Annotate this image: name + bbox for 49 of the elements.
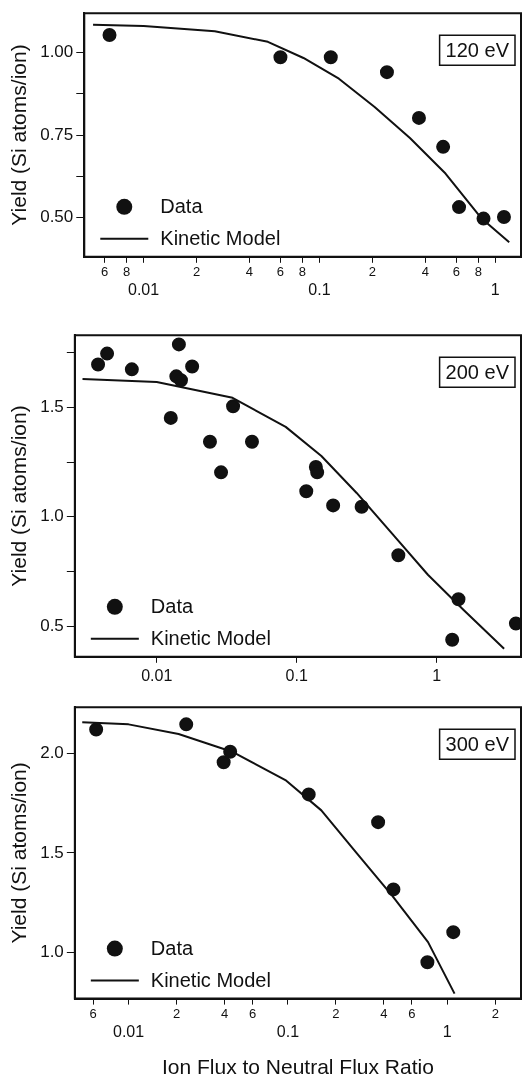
text: 6 <box>89 1005 97 1021</box>
y-tick-label: 0.5 <box>40 615 64 635</box>
y-tick-label: 1.00 <box>40 42 74 62</box>
legend-label: Data <box>160 195 204 218</box>
text: 6 <box>276 263 285 279</box>
y-tick-label: 1.5 <box>40 397 64 417</box>
text: 6 <box>452 263 460 279</box>
text: 6 <box>408 1005 416 1021</box>
y-axis-title: Yield (Si atoms/ion) <box>7 405 31 587</box>
x-tick-label: 0.01 <box>141 666 173 684</box>
text: 8 <box>474 263 482 279</box>
y-tick-label: 2.0 <box>40 742 64 762</box>
text: 2 <box>172 1005 181 1021</box>
text: 4 <box>380 1005 388 1021</box>
y-tick-label: 1.0 <box>40 506 64 526</box>
text: 4 <box>421 263 429 279</box>
annotation: 200 eV <box>445 360 510 383</box>
y-axis-title: Yield (Si atoms/ion) <box>7 762 31 944</box>
x-tick-label: 0.01 <box>128 280 160 298</box>
annotation: 120 eV <box>445 38 510 61</box>
x-tick-label: 1 <box>490 280 500 298</box>
y-tick-label: 0.75 <box>40 124 74 144</box>
x-tick-label: 1 <box>442 1022 452 1040</box>
annotation: 300 eV <box>445 732 510 755</box>
text: 4 <box>220 1005 229 1021</box>
text: 2 <box>491 1005 499 1021</box>
x-axis-title: Ion Flux to Neutral Flux Ratio <box>161 1055 434 1079</box>
text: 2 <box>332 1005 340 1021</box>
text: 2 <box>192 263 201 279</box>
x-tick-label: 0.1 <box>308 280 331 298</box>
x-tick-label: 0.1 <box>276 1022 300 1040</box>
y-tick-label: 1.5 <box>40 842 64 862</box>
legend-label: Data <box>150 937 194 960</box>
text: 8 <box>298 263 307 279</box>
text: 2 <box>368 263 376 279</box>
text: 6 <box>100 263 109 279</box>
x-tick-label: 0.01 <box>113 1022 145 1040</box>
text: 6 <box>248 1005 257 1021</box>
y-tick-label: 1.0 <box>40 942 64 962</box>
x-tick-label: 0.1 <box>285 666 308 684</box>
legend-label: Kinetic Model <box>160 227 281 250</box>
y-tick-label: 0.50 <box>40 206 74 226</box>
x-tick-label: 1 <box>432 666 442 684</box>
text: 8 <box>122 263 131 279</box>
legend-label: Data <box>150 595 194 618</box>
y-axis-title: Yield (Si atoms/ion) <box>7 44 31 226</box>
text: 4 <box>245 263 254 279</box>
legend-label: Kinetic Model <box>150 969 271 992</box>
legend-label: Kinetic Model <box>150 627 271 650</box>
